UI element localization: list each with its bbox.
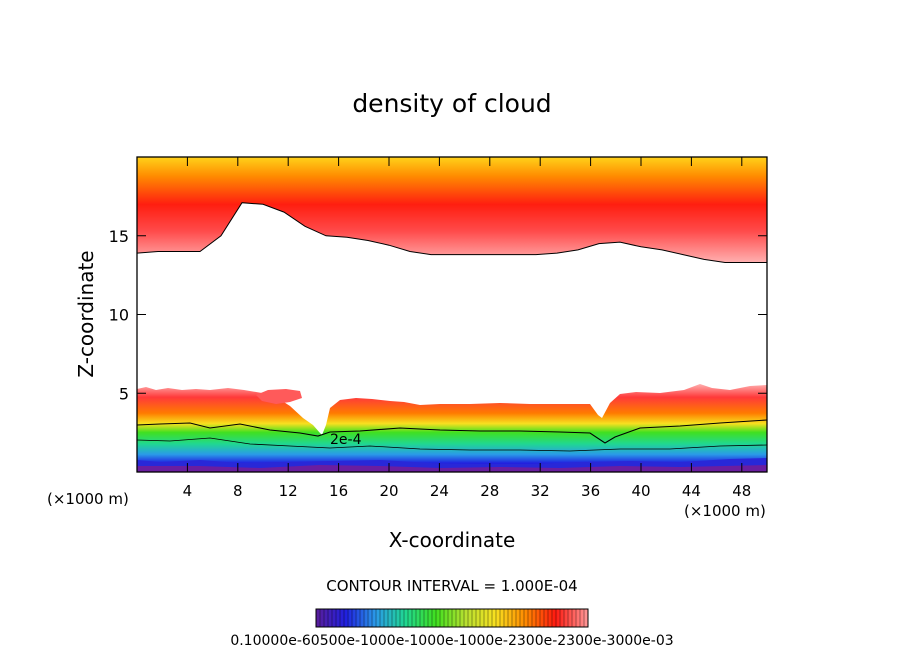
x-unit-left: (×1000 m) (47, 490, 129, 508)
x-axis-label: X-coordinate (389, 528, 516, 552)
lower-cloud-layer (137, 384, 767, 472)
x-tick-label: 12 (279, 482, 298, 500)
x-tick-label: 16 (329, 482, 348, 500)
lower-cloud-patch (256, 389, 302, 404)
y-tick-label: 10 (109, 306, 129, 325)
x-tick-label: 36 (581, 482, 600, 500)
chart-title: density of cloud (352, 89, 551, 118)
x-tick-label: 44 (682, 482, 701, 500)
contour-line-2e-4 (137, 419, 767, 444)
x-tick-label: 8 (233, 482, 243, 500)
contour-field (137, 157, 767, 472)
x-tick-label: 28 (480, 482, 499, 500)
x-tick-label: 20 (379, 482, 398, 500)
colorbar-labels: 0.10000e-60500e-1000e-1000e-1000e-2300e-… (230, 633, 673, 649)
lower-cloud-base-purple (137, 465, 767, 472)
y-tick-label: 5 (119, 384, 129, 403)
x-tick-label: 48 (732, 482, 751, 500)
x-tick-label: 32 (531, 482, 550, 500)
colorbar (315, 608, 589, 628)
contour-interval-text: CONTOUR INTERVAL = 1.000E-04 (326, 577, 577, 595)
x-tick-label: 40 (631, 482, 650, 500)
y-axis-ticks: 5 10 15 (109, 227, 767, 403)
contour-label: 2e-4 (330, 432, 362, 448)
y-axis-label: Z-coordinate (74, 250, 98, 377)
x-tick-label: 4 (183, 482, 193, 500)
x-axis-ticks: 4 8 12 16 20 24 28 32 36 40 44 48 (183, 157, 751, 500)
y-tick-label: 15 (109, 227, 129, 246)
upper-cloud-layer (137, 157, 767, 263)
x-unit-right: (×1000 m) (684, 502, 766, 520)
x-tick-label: 24 (430, 482, 449, 500)
upper-cloud-contour-line (137, 202, 767, 263)
contour-line-lower (137, 437, 767, 452)
